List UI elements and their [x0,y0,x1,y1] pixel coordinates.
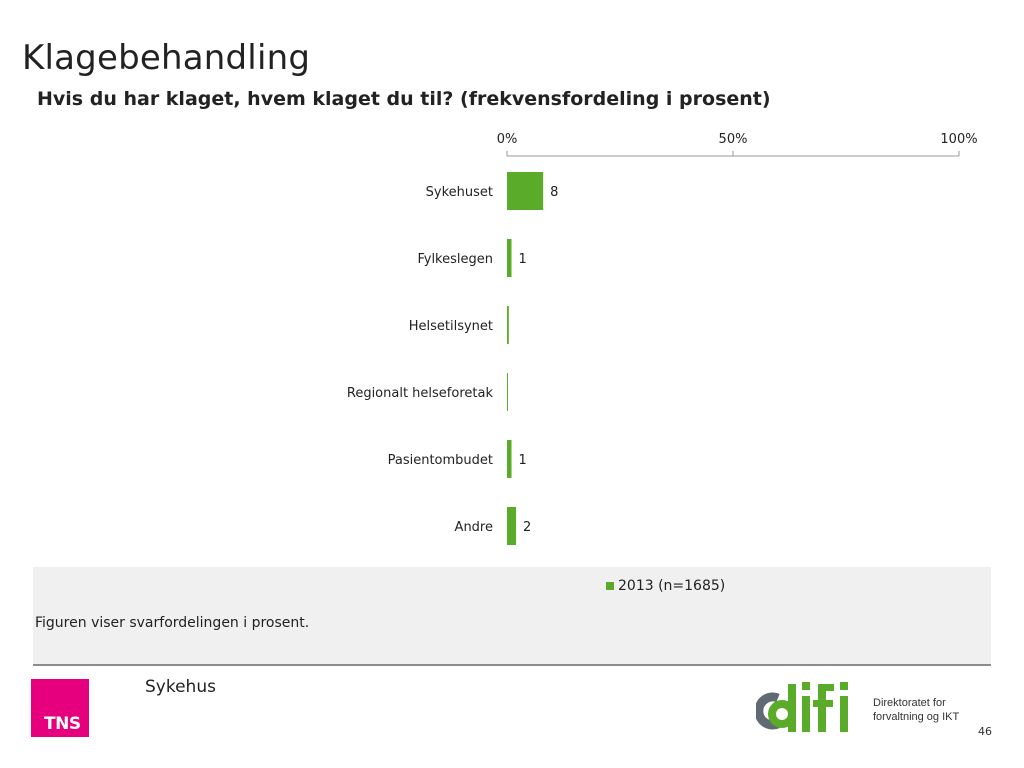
bar-chart: 0% 50% 100% Sykehuset 8 Fylkeslegen 1 Helsetil… [347,132,978,545]
page-number: 46 [978,725,992,738]
data-label: 1 [519,252,527,267]
legend-swatch [606,582,614,590]
bar [507,239,512,277]
difi-logo [756,682,848,732]
category-label: Pasientombudet [388,453,493,468]
category-label: Fylkeslegen [417,252,493,267]
legend-panel: 2013 (n=1685) Figuren viser svarfordelin… [33,567,991,666]
x-tick-label: 50% [719,132,748,147]
bar [507,306,509,344]
page-title: Klagebehandling [22,38,311,78]
difi-tagline: Direktoratet for forvaltning og IKT [873,696,959,724]
tns-logo-text: TNS [44,714,81,734]
bar [507,172,544,210]
bar [507,440,512,478]
bars: Sykehuset 8 Fylkeslegen 1 Helsetilsynet Regio… [347,172,558,545]
chart-subtitle: Hvis du har klaget, hvem klaget du til? … [37,88,771,110]
legend: 2013 (n=1685) [606,578,725,594]
difi-line-1: Direktoratet for [873,697,946,709]
x-tick-label: 100% [940,132,977,147]
data-label: 2 [523,520,531,535]
tns-logo: TNS [31,679,89,737]
bar [507,373,508,411]
difi-line-2: forvaltning og IKT [873,711,960,723]
data-label: 8 [550,185,558,200]
x-tick-label: 0% [497,132,518,147]
bar [507,507,517,545]
category-label: Sykehuset [426,185,493,200]
data-label: 1 [519,453,527,468]
x-axis: 0% 50% 100% [497,132,978,157]
footer-label: Sykehus [145,677,216,697]
legend-label: 2013 (n=1685) [618,578,726,594]
category-label: Andre [455,520,493,535]
chart-note: Figuren viser svarfordelingen i prosent. [35,615,310,631]
category-label: Regionalt helseforetak [347,386,494,401]
category-label: Helsetilsynet [409,319,493,334]
